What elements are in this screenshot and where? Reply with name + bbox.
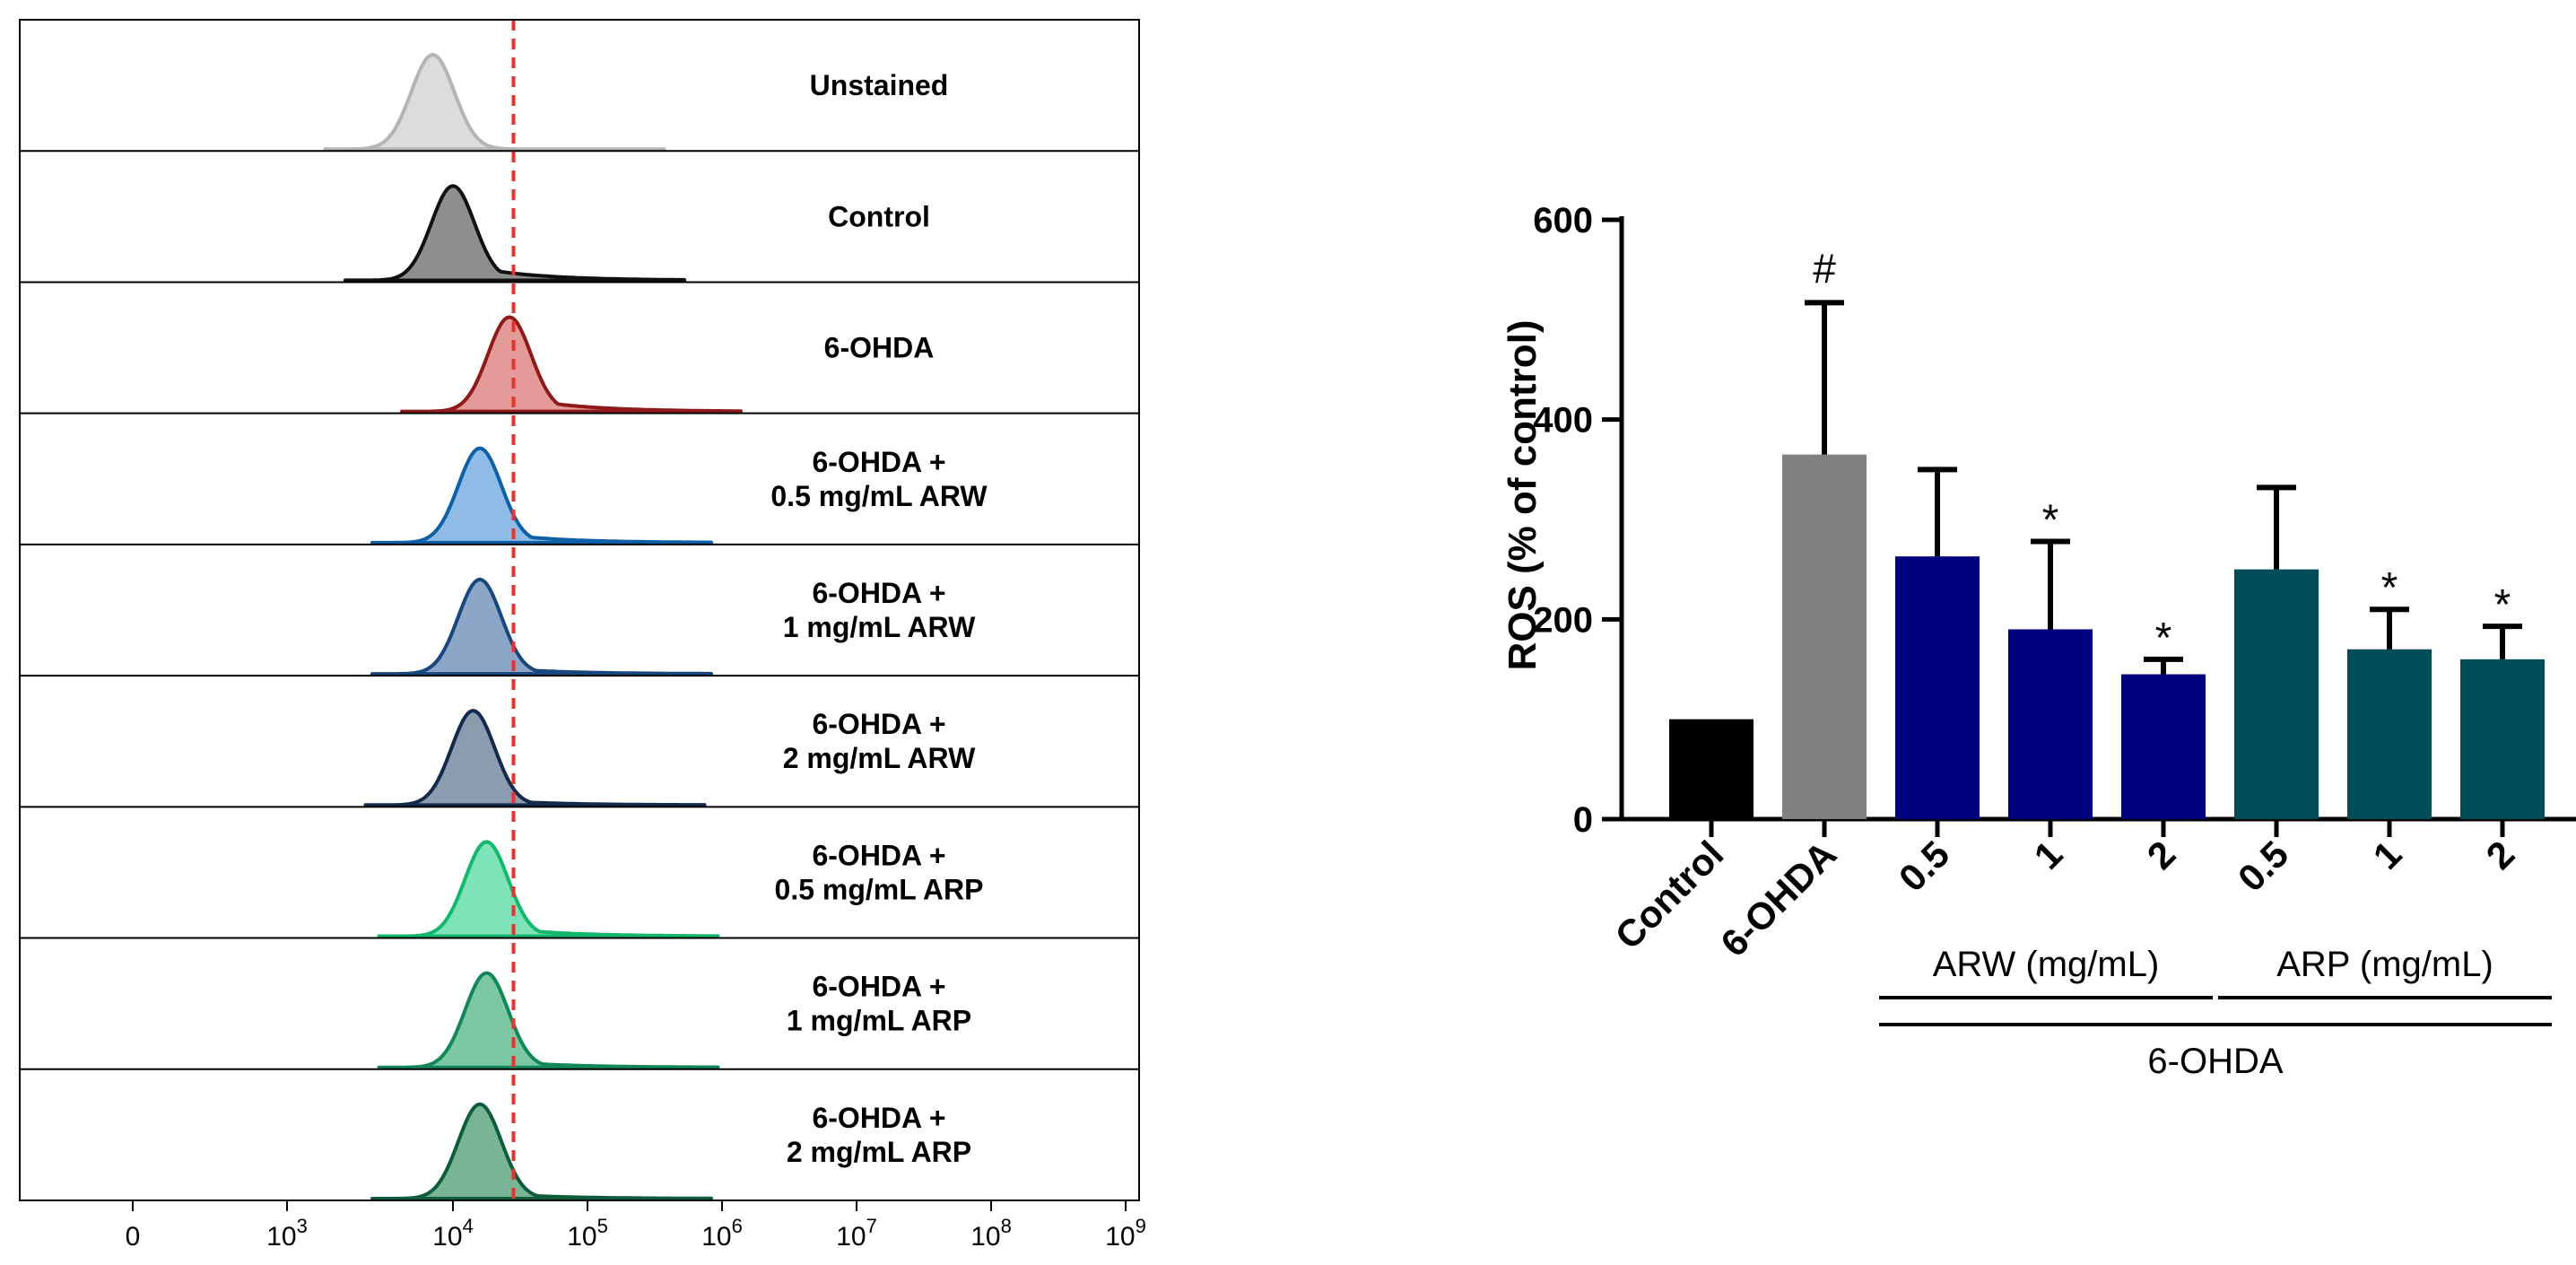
histogram-panel: 6-OHDA bbox=[400, 315, 935, 414]
histogram-panel-label: 0.5 mg/mL ARP bbox=[775, 873, 984, 905]
histogram-panel: 6-OHDA +2 mg/mL ARP bbox=[370, 1102, 971, 1200]
category-label: Control bbox=[1607, 833, 1732, 957]
bar bbox=[2460, 659, 2545, 819]
histogram-curve bbox=[363, 709, 707, 807]
histogram-panel: 6-OHDA +0.5 mg/mL ARP bbox=[377, 839, 984, 938]
outer-group-label: 6-OHDA bbox=[2147, 1042, 2283, 1081]
x-tick-exponent: 3 bbox=[297, 1215, 308, 1237]
histogram-panel: Unstained bbox=[323, 52, 949, 152]
x-tick-base: 10 bbox=[266, 1222, 296, 1252]
histogram-panel-label: 0.5 mg/mL ARW bbox=[770, 480, 988, 512]
bar bbox=[1782, 454, 1867, 819]
x-tick-exponent: 7 bbox=[866, 1215, 877, 1237]
bar bbox=[2234, 569, 2319, 819]
histogram-panel: 6-OHDA +0.5 mg/mL ARW bbox=[370, 446, 988, 545]
group-label: ARW (mg/mL) bbox=[1933, 945, 2160, 984]
x-tick-label: 108 bbox=[970, 1215, 1012, 1252]
x-tick-exponent: 4 bbox=[463, 1215, 474, 1237]
histogram-panel-label: 6-OHDA + bbox=[812, 839, 945, 871]
bar-group-labels: ARW (mg/mL) ARP (mg/mL) 6-OHDA bbox=[1879, 945, 2552, 1081]
category-label: 2 bbox=[2139, 833, 2184, 877]
significance-mark: * bbox=[2494, 581, 2511, 629]
significance-mark: # bbox=[1813, 245, 1836, 292]
histogram-curve bbox=[400, 315, 743, 414]
category-label: 2 bbox=[2478, 833, 2523, 877]
x-tick-exponent: 8 bbox=[1001, 1215, 1012, 1237]
x-tick-label: 105 bbox=[567, 1215, 608, 1252]
category-label: 1 bbox=[2365, 833, 2410, 877]
x-tick-exponent: 9 bbox=[1136, 1215, 1146, 1237]
category-label: 0.5 bbox=[2230, 833, 2297, 900]
y-tick-label: 400 bbox=[1533, 401, 1593, 441]
x-tick-exponent: 5 bbox=[597, 1215, 608, 1237]
x-tick-base: 10 bbox=[1105, 1222, 1135, 1252]
y-tick-label: 200 bbox=[1533, 600, 1593, 640]
histogram-curve bbox=[377, 971, 720, 1069]
category-label: 0.5 bbox=[1891, 833, 1958, 900]
histogram-panel: Control bbox=[344, 184, 930, 283]
bar bbox=[2347, 649, 2432, 819]
histogram-curve bbox=[344, 184, 686, 283]
histogram-panel-label: 6-OHDA + bbox=[812, 446, 945, 478]
histogram-panel-label: 6-OHDA + bbox=[812, 1102, 945, 1134]
histogram-curve bbox=[323, 52, 666, 152]
x-tick-label: 104 bbox=[432, 1215, 474, 1252]
x-tick-exponent: 6 bbox=[732, 1215, 743, 1237]
bar bbox=[2008, 629, 2093, 819]
y-tick-label: 600 bbox=[1533, 201, 1593, 240]
category-label: 1 bbox=[2026, 833, 2071, 877]
bar-marks: # * * * * bbox=[1669, 245, 2545, 819]
x-tick-base: 10 bbox=[567, 1222, 596, 1252]
bar bbox=[2121, 674, 2206, 819]
histogram-panel: 6-OHDA +1 mg/mL ARP bbox=[377, 971, 971, 1069]
histogram-panel-label: 1 mg/mL ARW bbox=[783, 611, 976, 643]
bar bbox=[1669, 719, 1754, 819]
group-label: ARP (mg/mL) bbox=[2276, 945, 2493, 984]
histogram-panel: 6-OHDA +2 mg/mL ARW bbox=[363, 708, 976, 807]
histogram-panel-label: 2 mg/mL ARW bbox=[783, 742, 976, 774]
histogram-curve bbox=[370, 577, 713, 676]
x-tick-base: 10 bbox=[836, 1222, 866, 1252]
x-tick-label: 103 bbox=[266, 1215, 308, 1252]
histogram-panel-label: 6-OHDA + bbox=[812, 708, 945, 740]
histogram-panel-label: 6-OHDA + bbox=[812, 971, 945, 1003]
histogram-panel: 6-OHDA +1 mg/mL ARW bbox=[370, 577, 976, 676]
bar bbox=[1895, 556, 1980, 819]
x-tick-label: 106 bbox=[701, 1215, 743, 1252]
histogram-panel-label: 6-OHDA + bbox=[812, 577, 945, 609]
histogram-curve bbox=[377, 840, 720, 938]
histogram-panel-label: 2 mg/mL ARP bbox=[787, 1136, 971, 1168]
x-tick-base: 10 bbox=[701, 1222, 731, 1252]
x-tick-label: 109 bbox=[1105, 1215, 1146, 1252]
histogram-curve bbox=[370, 446, 713, 545]
histogram-panel-label: Control bbox=[828, 200, 930, 232]
x-tick-label: 0 bbox=[126, 1222, 141, 1252]
histogram-x-axis: 0 103 104 105 106 107 108 109 bbox=[126, 1200, 1146, 1252]
histogram-panel-label: Unstained bbox=[810, 69, 949, 101]
histogram-panel-label: 1 mg/mL ARP bbox=[787, 1005, 971, 1037]
x-tick-base: 0 bbox=[126, 1222, 141, 1252]
bar-y-axis-label: ROS (% of control) bbox=[1501, 319, 1545, 670]
x-tick-base: 10 bbox=[970, 1222, 1000, 1252]
histogram-curve bbox=[370, 1102, 713, 1200]
histogram-border bbox=[19, 19, 1140, 1201]
x-tick-base: 10 bbox=[432, 1222, 462, 1252]
histogram-frame bbox=[19, 19, 1140, 1201]
significance-mark: * bbox=[2381, 564, 2398, 612]
y-tick-label: 0 bbox=[1573, 800, 1593, 840]
x-tick-label: 107 bbox=[836, 1215, 877, 1252]
category-label: 6-OHDA bbox=[1712, 833, 1844, 964]
histogram-panel-label: 6-OHDA bbox=[824, 332, 935, 364]
significance-mark: * bbox=[2042, 496, 2059, 544]
significance-mark: * bbox=[2155, 615, 2172, 662]
